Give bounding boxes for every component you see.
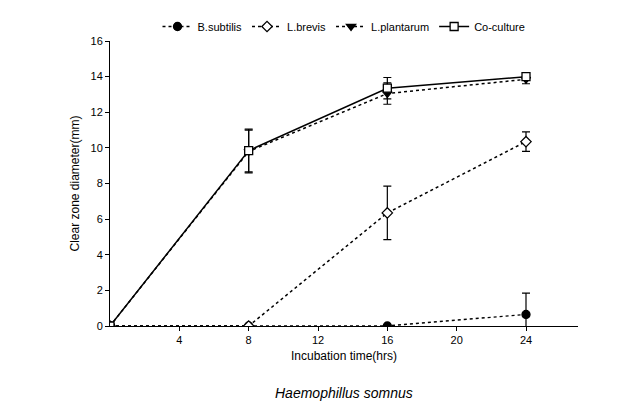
svg-text:L.brevis: L.brevis [287, 21, 326, 33]
svg-text:L.plantarum: L.plantarum [371, 21, 429, 33]
svg-text:10: 10 [91, 142, 103, 154]
svg-text:16: 16 [91, 35, 103, 47]
svg-text:Clear zone diameter(mm): Clear zone diameter(mm) [68, 115, 82, 251]
svg-text:8: 8 [246, 334, 252, 346]
svg-text:2: 2 [97, 284, 103, 296]
svg-text:20: 20 [451, 334, 463, 346]
svg-text:4: 4 [176, 334, 182, 346]
svg-text:Incubation time(hrs): Incubation time(hrs) [291, 349, 397, 363]
svg-text:12: 12 [312, 334, 324, 346]
svg-text:Haemophillus somnus: Haemophillus somnus [275, 385, 413, 401]
svg-text:8: 8 [97, 177, 103, 189]
svg-text:B.subtilis: B.subtilis [198, 21, 243, 33]
svg-text:Co-culture: Co-culture [474, 21, 525, 33]
svg-text:14: 14 [91, 70, 103, 82]
svg-text:0: 0 [97, 320, 103, 332]
svg-text:6: 6 [97, 213, 103, 225]
svg-text:16: 16 [381, 334, 393, 346]
svg-text:24: 24 [520, 334, 532, 346]
svg-text:4: 4 [97, 249, 103, 261]
svg-text:12: 12 [91, 106, 103, 118]
